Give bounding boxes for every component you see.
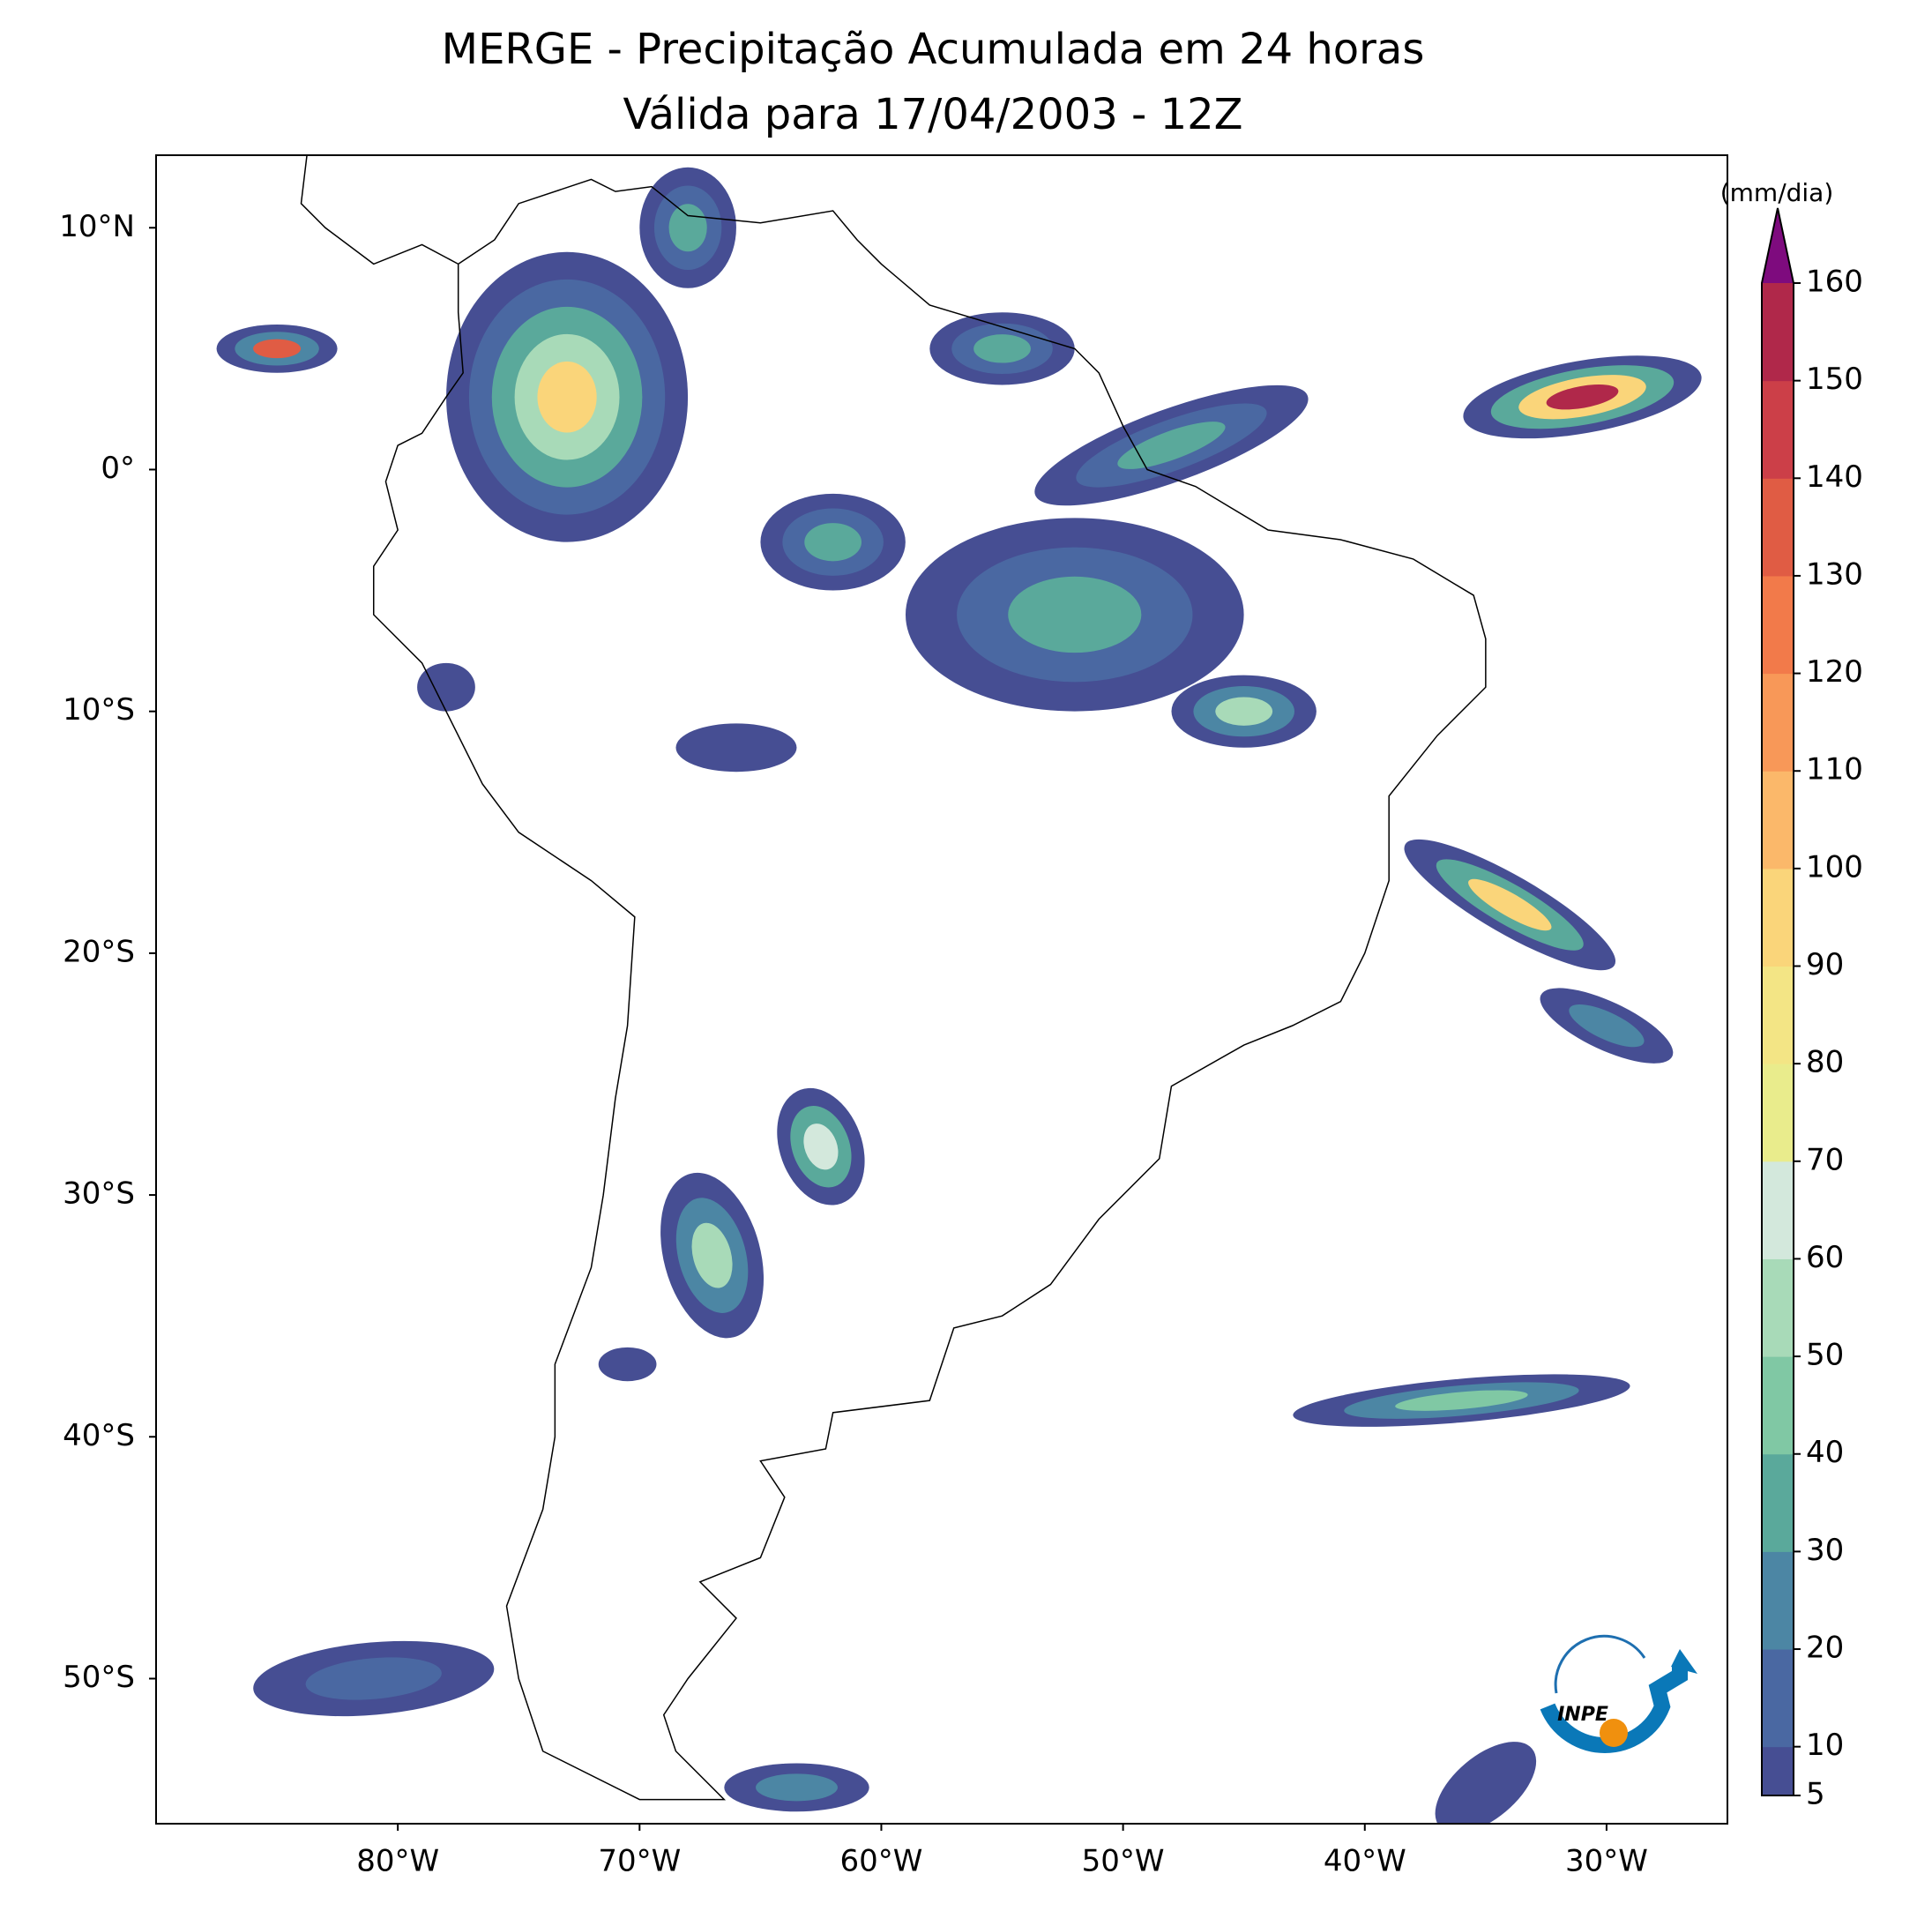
colorbar-tick-label: 110 <box>1806 752 1863 788</box>
map <box>216 155 1702 1824</box>
colorbar-outline <box>1761 207 1794 1796</box>
precip-area <box>1395 1390 1528 1411</box>
x-tick-label: 70°W <box>598 1844 681 1879</box>
precip-area <box>1008 576 1142 653</box>
logo-text: INPE <box>1557 1704 1608 1726</box>
logo: INPE <box>1540 1634 1697 1754</box>
precip-area <box>756 1773 838 1802</box>
colorbar-extend <box>1762 208 1794 283</box>
precip-area <box>1468 878 1552 931</box>
colorbar-tick-label: 60 <box>1806 1240 1844 1275</box>
colorbar-segment <box>1762 478 1794 577</box>
y-tick-label: 50°S <box>63 1660 135 1695</box>
colorbar-segment <box>1762 380 1794 479</box>
colorbar: 5 10 20 30 40 50 60 70 80 90 100 110 120 130 140 150 160 <box>1761 207 1863 1812</box>
y-tick-label: 10°S <box>63 692 135 728</box>
precip-area <box>253 339 302 359</box>
precip-area <box>973 334 1031 363</box>
colorbar-segment <box>1762 1356 1794 1455</box>
colorbar-segment <box>1762 771 1794 870</box>
precip-area <box>417 662 475 712</box>
colorbar-tick-label: 120 <box>1806 654 1863 690</box>
y-tick-label: 10°N <box>59 209 135 244</box>
colorbar-tick-label: 160 <box>1806 265 1863 300</box>
precip-area <box>1435 1742 1537 1824</box>
colorbar-segment <box>1762 1064 1794 1162</box>
colorbar-tick-label: 30 <box>1806 1533 1844 1568</box>
colorbar-tick-label: 140 <box>1806 459 1863 495</box>
colorbar-segment <box>1762 673 1794 772</box>
colorbar-segment <box>1762 283 1794 382</box>
title: MERGE - Precipitação Acumulada em 24 hor… <box>442 25 1425 74</box>
colorbar-label: (mm/dia) <box>1720 178 1834 207</box>
x-tick-label: 60°W <box>840 1844 923 1879</box>
colorbar-segment <box>1762 1746 1794 1796</box>
colorbar-segment <box>1762 966 1794 1064</box>
colorbar-segment <box>1762 1453 1794 1552</box>
precip-area <box>668 204 707 252</box>
y-tick-label: 40°S <box>63 1418 135 1453</box>
precip-area <box>598 1347 657 1382</box>
precip-area <box>691 1222 733 1288</box>
precip-area <box>1117 422 1226 469</box>
colorbar-tick-label: 70 <box>1806 1142 1844 1177</box>
precip-area <box>537 361 597 433</box>
logo-arrow <box>1671 1649 1697 1674</box>
y-tick-label: 20°S <box>63 934 135 969</box>
colorbar-tick-label: 80 <box>1806 1045 1844 1080</box>
precip-area <box>804 523 862 562</box>
colorbar-tick-label: 50 <box>1806 1338 1844 1373</box>
x-tick-label: 30°W <box>1565 1844 1648 1879</box>
precip-area <box>1215 697 1273 726</box>
colorbar-tick-label: 90 <box>1806 947 1844 982</box>
colorbar-segment <box>1762 1551 1794 1650</box>
colorbar-tick-label: 20 <box>1806 1631 1844 1666</box>
colorbar-tick-label: 130 <box>1806 556 1863 592</box>
colorbar-segment <box>1762 868 1794 967</box>
colorbar-segment <box>1762 1649 1794 1748</box>
precip-area <box>1546 384 1619 410</box>
x-tick-label: 40°W <box>1324 1844 1406 1879</box>
precip-area <box>1569 1004 1645 1048</box>
precip-area <box>305 1657 442 1700</box>
colorbar-tick-label: 5 <box>1806 1777 1825 1812</box>
colorbar-tick-label: 10 <box>1806 1728 1844 1763</box>
colorbar-tick-label: 150 <box>1806 362 1863 397</box>
coastline <box>300 155 1487 1801</box>
colorbar-tick-label: 100 <box>1806 849 1863 885</box>
y-tick-label: 30°S <box>63 1176 135 1212</box>
logo-sun <box>1600 1719 1628 1747</box>
colorbar-tick-label: 40 <box>1806 1435 1844 1470</box>
subtitle: Válida para 17/04/2003 - 12Z <box>623 90 1242 139</box>
precip-area <box>675 723 797 773</box>
x-tick-label: 50°W <box>1082 1844 1165 1879</box>
colorbar-segment <box>1762 1161 1794 1259</box>
logo-arc <box>1554 1634 1646 1694</box>
colorbar-segment <box>1762 575 1794 675</box>
x-tick-label: 80°W <box>356 1844 439 1879</box>
map-frame <box>155 154 1728 1825</box>
colorbar-segment <box>1762 1258 1794 1357</box>
y-tick-label: 0° <box>101 451 135 486</box>
precip-area <box>803 1123 839 1170</box>
